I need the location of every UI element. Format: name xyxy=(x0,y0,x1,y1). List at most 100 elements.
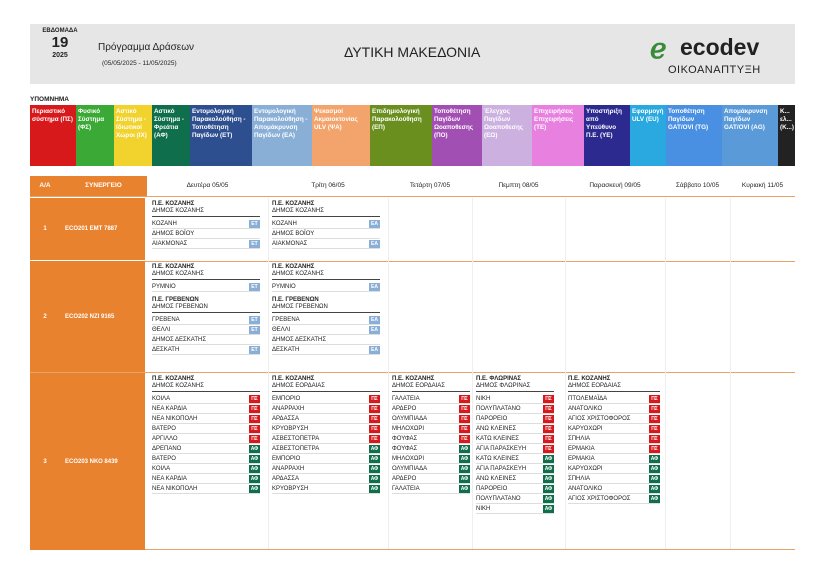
municipality-title: ΔΗΜΟΣ ΕΟΡΔΑΙΑΣ xyxy=(392,383,470,392)
location-name: ΔΕΣΚΑΤΗ xyxy=(272,346,300,353)
municipality-title: ΔΗΜΟΣ ΚΟΖΑΝΗΣ xyxy=(152,208,260,217)
activity-tag: ΑΦ xyxy=(369,484,380,493)
activity-tag: ΠΣ xyxy=(249,414,260,423)
location-name: ΚΟΙΛΑ xyxy=(152,465,171,472)
regional-unit-title: Π.Ε. ΚΟΖΑΝΗΣ xyxy=(152,376,195,382)
location-item: ΑΡΔΕΡΟ ΑΦ xyxy=(392,474,470,484)
activity-tag: ΑΦ xyxy=(543,464,554,473)
location-item: ΚΑΡΥΟΧΩΡΙ ΠΣ xyxy=(568,424,660,434)
activity-tag: ΕΑ xyxy=(369,239,380,248)
column-divider xyxy=(730,198,731,549)
location-name: ΑΙΑΚΜΟΝΑΣ xyxy=(152,240,188,247)
activity-tag: ΑΦ xyxy=(649,484,660,493)
municipality-title: ΔΗΜΟΣ ΓΡΕΒΕΝΩΝ xyxy=(272,304,380,313)
location-item: ΣΠΗΛΙΑ ΑΦ xyxy=(568,474,660,484)
location-name: ΚΑΡΥΟΧΩΡΙ xyxy=(568,425,603,432)
location-name: ΔΗΜΟΣ ΔΕΣΚΑΤΗΣ xyxy=(272,336,327,343)
location-item: ΝΙΚΗ ΑΦ xyxy=(476,504,554,514)
municipality-title: ΔΗΜΟΣ ΕΟΡΔΑΙΑΣ xyxy=(272,383,380,392)
activity-tag: ΑΦ xyxy=(459,444,470,453)
location-item: ΝΕΑ ΚΑΡΔΙΑ ΠΣ xyxy=(152,404,260,414)
location-item: ΑΓΙΟΣ ΧΡΙΣΤΟΦΟΡΟΣ ΠΣ xyxy=(568,414,660,424)
location-name: ΚΡΥΟΒΡΥΣΗ xyxy=(272,425,309,432)
location-name: ΝΕΑ ΝΙΚΟΠΟΛΗ xyxy=(152,415,198,422)
location-name: ΠΟΛΥΠΛΑΤΑΝΟ xyxy=(476,495,521,502)
location-item: ΝΕΑ ΝΙΚΟΠΟΛΗ ΑΦ xyxy=(152,484,260,494)
location-item: ΘΕΛΛΙ ΕΑ xyxy=(272,325,380,335)
regional-unit-title: Π.Ε. ΚΟΖΑΝΗΣ xyxy=(568,376,611,382)
row-divider xyxy=(30,261,795,262)
legend-item: Ψεκασμοί Ακμαιοκτονίας ULV (ΨΑ) xyxy=(312,105,370,166)
day-header: Παρασκευή 09/05 xyxy=(565,176,665,196)
row-number: 1 xyxy=(30,198,60,260)
activity-tag: ΠΣ xyxy=(649,404,660,413)
location-item: ΚΑΤΩ ΚΛΕΙΝΕΣ ΠΣ xyxy=(476,434,554,444)
location-name: ΑΓΙΟΣ ΧΡΙΣΤΟΦΟΡΟΣ xyxy=(568,495,631,502)
year: 2025 xyxy=(52,52,68,59)
regional-unit-title: Π.Ε. ΚΟΖΑΝΗΣ xyxy=(272,264,315,270)
location-name: ΑΣΒΕΣΤΟΠΕΤΡΑ xyxy=(272,435,320,442)
municipality-title: ΔΗΜΟΣ ΚΟΖΑΝΗΣ xyxy=(272,208,380,217)
activity-tag: ΑΦ xyxy=(459,484,470,493)
location-item: ΟΛΥΜΠΙΑΔΑ ΠΣ xyxy=(392,414,470,424)
activity-tag: ΕΑ xyxy=(369,315,380,324)
location-item: ΠΑΡΟΡΕΙΟ ΠΣ xyxy=(476,414,554,424)
location-item: ΑΝΑΤΟΛΙΚΟ ΠΣ xyxy=(568,404,660,414)
location-name: ΑΡΔΑΣΣΑ xyxy=(272,475,299,482)
activity-tag: ΕΤ xyxy=(249,345,260,354)
location-name: ΚΟΖΑΝΗ xyxy=(272,220,297,227)
legend-item: Τοποθέτηση Παγίδων GAT/OVI (ΤG) xyxy=(666,105,722,166)
location-name: ΘΕΛΛΙ xyxy=(272,326,291,333)
location-item: ΠΤΟΛΕΜΑΪΔΑ ΠΣ xyxy=(568,394,660,404)
location-item: ΔΕΣΚΑΤΗ ΕΑ xyxy=(272,345,380,355)
activity-tag: ΠΣ xyxy=(459,394,470,403)
activity-tag: ΕΑ xyxy=(369,325,380,334)
location-name: ΕΜΠΟΡΙΟ xyxy=(272,455,301,462)
regional-unit-title: Π.Ε. ΚΟΖΑΝΗΣ xyxy=(272,376,315,382)
location-item: ΑΓΙΟΣ ΧΡΙΣΤΟΦΟΡΟΣ ΑΦ xyxy=(568,494,660,504)
activity-tag: ΠΣ xyxy=(249,434,260,443)
location-name: ΑΣΒΕΣΤΟΠΕΤΡΑ xyxy=(272,445,320,452)
regional-unit-title: Π.Ε. ΚΟΖΑΝΗΣ xyxy=(392,376,435,382)
location-name: ΣΠΗΛΙΑ xyxy=(568,435,591,442)
location-name: ΔΗΜΟΣ ΒΟΪΟΥ xyxy=(152,230,195,237)
activity-tag: ΠΣ xyxy=(543,434,554,443)
activity-tag: ΠΣ xyxy=(649,424,660,433)
location-name: ΑΝΑΡΡΑΧΗ xyxy=(272,405,305,412)
row-number: 3 xyxy=(30,373,60,550)
location-item: ΚΟΙΛΑ ΠΣ xyxy=(152,394,260,404)
location-item: ΑΡΓΙΛΛΟ ΠΣ xyxy=(152,434,260,444)
activity-tag: ΠΣ xyxy=(459,404,470,413)
activity-block: Π.Ε. ΚΟΖΑΝΗΣ ΔΗΜΟΣ ΕΟΡΔΑΙΑΣ ΓΑΛΑΤΕΙΑ ΠΣ ΑΡΔΕ… xyxy=(392,376,470,494)
day-header: Πεμπτη 08/05 xyxy=(472,176,565,196)
day-header: Σάββατο 10/05 xyxy=(665,176,730,196)
legend-item: Εφαρμογή ULV (EU) xyxy=(630,105,666,166)
location-name: ΠΟΛΥΠΛΑΤΑΝΟ xyxy=(476,405,521,412)
logo-subtitle: ΟΙΚΟΑΝΑΠΤΥΞΗ xyxy=(668,64,761,76)
activity-block: Π.Ε. ΚΟΖΑΝΗΣ ΔΗΜΟΣ ΚΟΖΑΝΗΣ ΚΟΙΛΑ ΠΣ ΝΕΑ ΚΑΡΔ… xyxy=(152,376,260,494)
activity-tag: ΑΦ xyxy=(543,504,554,513)
logo-text: ecodev xyxy=(680,34,760,60)
legend-item: Κ... ελ... (Κ...) xyxy=(778,105,795,166)
location-item: ΝΙΚΗ ΠΣ xyxy=(476,394,554,404)
location-name: ΑΡΔΑΣΣΑ xyxy=(272,415,299,422)
location-item: ΚΟΖΑΝΗ ΕΤ xyxy=(152,219,260,229)
location-name: ΜΗΛΟΧΩΡΙ xyxy=(392,425,425,432)
activity-tag: ΕΑ xyxy=(369,219,380,228)
location-name: ΑΝΑΤΟΛΙΚΟ xyxy=(568,485,603,492)
location-item: ΑΡΔΑΣΣΑ ΠΣ xyxy=(272,414,380,424)
location-name: ΔΗΜΟΣ ΔΕΣΚΑΤΗΣ xyxy=(152,336,207,343)
activity-tag: ΠΣ xyxy=(249,394,260,403)
location-item: ΑΝΑΡΡΑΧΗ ΠΣ xyxy=(272,404,380,414)
location-name: ΘΕΛΛΙ xyxy=(152,326,171,333)
location-name: ΑΓΙΟΣ ΧΡΙΣΤΟΦΟΡΟΣ xyxy=(568,415,631,422)
activity-block: Π.Ε. ΚΟΖΑΝΗΣ ΔΗΜΟΣ ΚΟΖΑΝΗΣ ΚΟΖΑΝΗ ΕΑ ΔΗΜΟΣ Β… xyxy=(272,201,380,249)
location-item: ΑΣΒΕΣΤΟΠΕΤΡΑ ΠΣ xyxy=(272,434,380,444)
activity-tag: ΕΤ xyxy=(249,239,260,248)
location-item: ΘΕΛΛΙ ΕΤ xyxy=(152,325,260,335)
day-header: Τετάρτη 07/05 xyxy=(388,176,472,196)
activity-tag: ΠΣ xyxy=(649,434,660,443)
location-name: ΕΡΜΑΚΙΑ xyxy=(568,455,595,462)
regional-unit-title: Π.Ε. ΚΟΖΑΝΗΣ xyxy=(152,264,195,270)
column-divider xyxy=(565,198,566,549)
